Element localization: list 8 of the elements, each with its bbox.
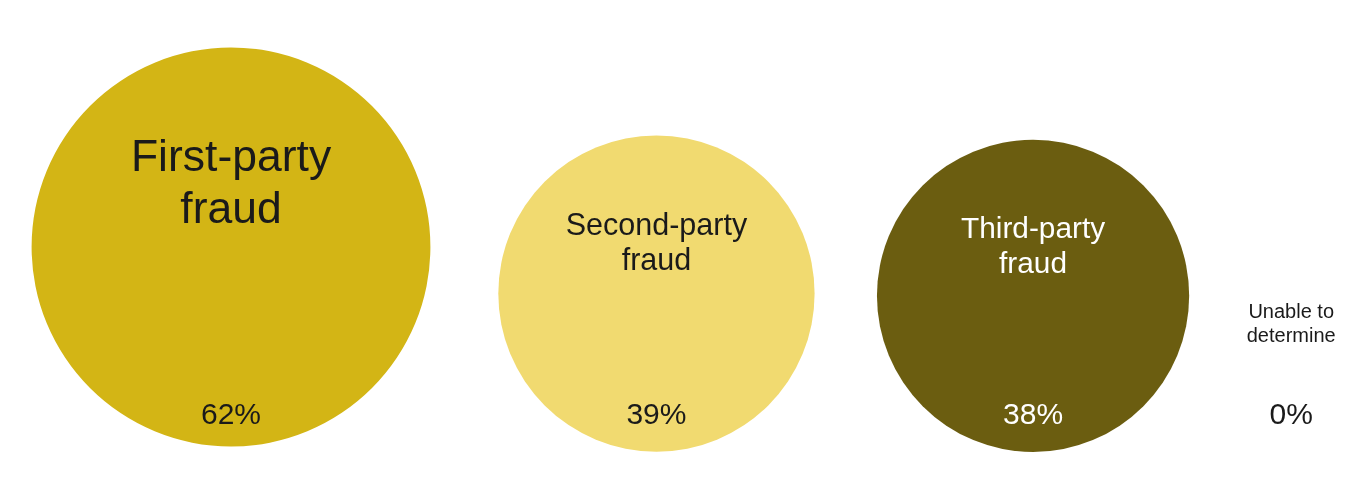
category-label: Unable to determine <box>1246 300 1336 346</box>
data-label: 38% <box>1003 397 1064 430</box>
data-label: 62% <box>200 397 262 430</box>
data-label: 0% <box>1269 397 1313 430</box>
data-label: 39% <box>626 397 687 430</box>
category-label: Third-party fraud <box>960 211 1106 279</box>
category-label: Second-party fraud <box>565 206 748 277</box>
category-label: First-party fraud <box>130 131 332 232</box>
